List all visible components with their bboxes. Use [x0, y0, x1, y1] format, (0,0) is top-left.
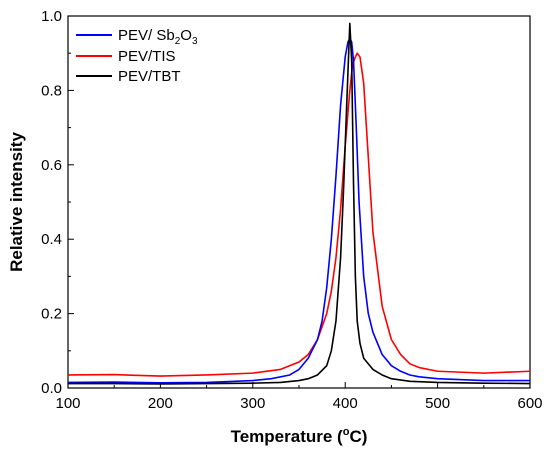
series-layer — [67, 22, 531, 385]
y-tick-label: 0.0 — [41, 380, 62, 397]
y-tick-label: 0.4 — [41, 231, 62, 248]
x-tick-label: 400 — [333, 395, 358, 412]
x-tick-label: 200 — [148, 395, 173, 412]
x-tick-label: 100 — [55, 395, 80, 412]
x-axis-title: Temperature (oC) — [231, 426, 368, 446]
y-tick-label: 0.8 — [41, 82, 62, 99]
series-line-tbt — [68, 22, 531, 385]
legend-label-sb2o3: PEV/ Sb2O3 — [118, 27, 198, 47]
legend: PEV/ Sb2O3 PEV/TIS PEV/TBT — [76, 27, 198, 85]
x-tick-label: 500 — [425, 395, 450, 412]
y-tick-label: 1.0 — [41, 8, 62, 25]
series-line-tis — [67, 52, 531, 377]
legend-label-tis: PEV/TIS — [118, 48, 176, 65]
legend-label-tbt: PEV/TBT — [118, 68, 181, 85]
x-tick-label: 300 — [240, 395, 265, 412]
y-axis-title: Relative intensity — [7, 132, 26, 272]
axis-ticks: 100 200 300 400 500 600 0.0 0.2 0.4 0.6 0.8 1.0 — [41, 8, 542, 412]
series-line-sb2o3 — [67, 37, 530, 384]
y-tick-label: 0.2 — [41, 306, 62, 323]
y-tick-label: 0.6 — [41, 157, 62, 174]
x-tick-label: 600 — [517, 395, 542, 412]
